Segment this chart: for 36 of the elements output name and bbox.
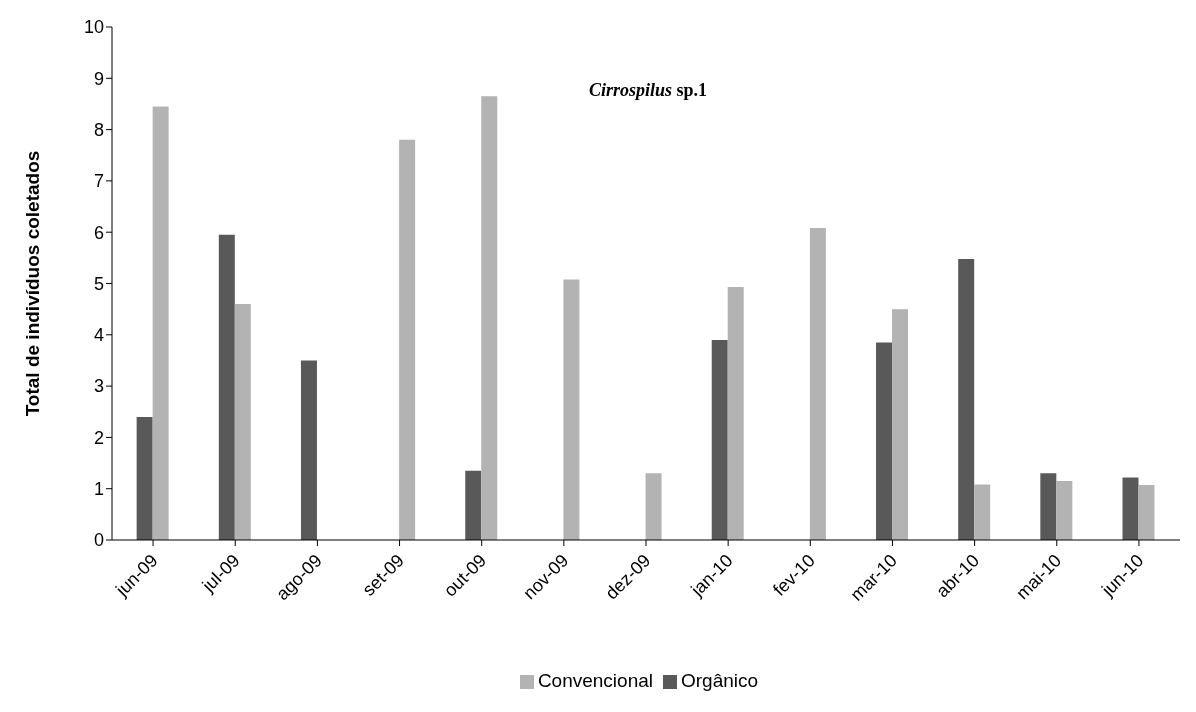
bar: [809, 228, 826, 540]
bar: [399, 139, 416, 540]
y-tick-label: 4: [93, 325, 104, 346]
legend-label: Convencional: [537, 670, 654, 691]
y-tick-label: 1: [93, 479, 104, 500]
bar: [1040, 473, 1057, 540]
bar: [727, 287, 744, 540]
bar: [234, 304, 251, 540]
y-tick-label: 0: [93, 530, 104, 551]
bar: [876, 342, 893, 540]
bar: [711, 339, 728, 540]
y-tick-label: 10: [83, 17, 104, 38]
bar: [974, 484, 991, 540]
y-tick-label: 7: [93, 171, 104, 192]
y-axis-title: Total de indivíduos coletados: [21, 150, 43, 417]
y-tick-label: 8: [93, 119, 104, 140]
bar: [958, 258, 975, 540]
bar: [300, 360, 317, 540]
bar: [563, 279, 580, 540]
bar: [481, 96, 498, 540]
legend-label: Orgânico: [681, 670, 759, 691]
bar: [465, 470, 482, 540]
y-tick-label: 5: [93, 273, 104, 294]
bar: [1122, 477, 1139, 540]
y-tick-label: 2: [93, 427, 104, 448]
bar: [218, 234, 235, 540]
y-tick-label: 3: [93, 376, 104, 397]
text: Cirrospilus sp.1: [588, 80, 708, 100]
bar: [1056, 481, 1073, 540]
y-tick-label: 9: [93, 68, 104, 89]
bar: [1138, 485, 1155, 540]
bar: [152, 106, 169, 540]
bar: [892, 309, 909, 540]
bar: [645, 473, 662, 540]
y-tick-label: 6: [93, 222, 104, 243]
bar: [136, 416, 153, 540]
